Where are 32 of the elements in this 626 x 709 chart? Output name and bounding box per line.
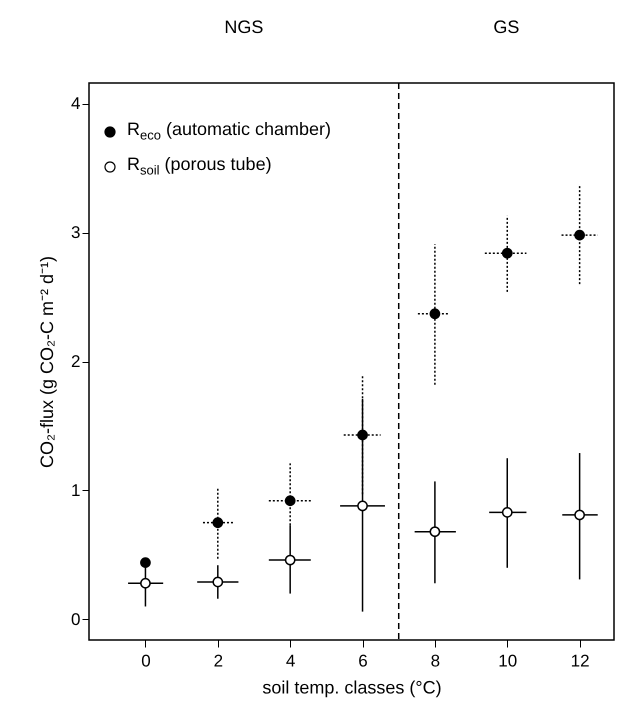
- point: [502, 248, 513, 259]
- text: GS: [493, 17, 520, 37]
- y-tick-label: 3: [71, 223, 80, 242]
- y-tick-label: 0: [71, 610, 80, 629]
- point: [140, 557, 151, 568]
- point: [430, 308, 440, 320]
- x-tick-label: 4: [286, 652, 296, 670]
- text: NGS: [224, 17, 264, 37]
- point: [212, 576, 224, 588]
- x-tick-label: 12: [570, 652, 590, 670]
- point: [502, 507, 513, 518]
- x-tick-label: 0: [141, 652, 151, 670]
- x-tick-label: 10: [498, 652, 518, 670]
- point: [357, 430, 368, 440]
- point: [284, 554, 296, 566]
- y-tick-label: 2: [71, 352, 80, 371]
- y-tick-label: 4: [71, 94, 80, 114]
- point: [574, 230, 585, 240]
- x-axis-title: soil temp. classes (°C): [262, 678, 442, 698]
- x-tick-label: 6: [358, 652, 368, 670]
- x-tick-label: 2: [214, 652, 224, 670]
- legend-label: R$_{soil}$ (porous tube): [127, 152, 272, 180]
- point: [430, 526, 440, 538]
- point: [574, 510, 585, 520]
- point: [284, 495, 296, 506]
- x-tick-label: 8: [430, 652, 440, 670]
- y-tick-label: 1: [71, 480, 80, 500]
- point: [212, 517, 224, 528]
- y-axis-title: CO₂-flux (g CO₂-C m⁻² d⁻¹): [37, 256, 58, 468]
- point: [140, 578, 151, 589]
- legend-label: R$_{eco}$ (automatic chamber): [127, 118, 332, 145]
- point: [357, 500, 368, 512]
